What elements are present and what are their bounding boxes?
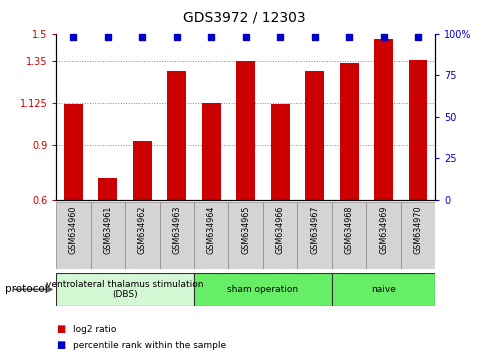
- Text: GDS3972 / 12303: GDS3972 / 12303: [183, 11, 305, 25]
- FancyBboxPatch shape: [56, 202, 90, 269]
- Text: ■: ■: [56, 324, 65, 334]
- FancyBboxPatch shape: [331, 202, 366, 269]
- Text: GSM634962: GSM634962: [138, 205, 146, 254]
- Text: ■: ■: [56, 340, 65, 350]
- Text: GSM634960: GSM634960: [69, 205, 78, 253]
- Text: GSM634961: GSM634961: [103, 205, 112, 253]
- Text: log2 ratio: log2 ratio: [73, 325, 117, 334]
- FancyBboxPatch shape: [56, 273, 194, 306]
- Text: GSM634968: GSM634968: [344, 205, 353, 253]
- Text: percentile rank within the sample: percentile rank within the sample: [73, 341, 226, 350]
- Text: naive: naive: [370, 285, 395, 294]
- Bar: [270, 104, 289, 200]
- Bar: [373, 39, 392, 200]
- FancyBboxPatch shape: [228, 202, 263, 269]
- Bar: [133, 141, 152, 200]
- Text: GSM634967: GSM634967: [309, 205, 319, 254]
- Bar: [167, 70, 186, 200]
- Text: GSM634965: GSM634965: [241, 205, 250, 254]
- Text: GSM634964: GSM634964: [206, 205, 215, 253]
- FancyBboxPatch shape: [194, 202, 228, 269]
- Text: GSM634966: GSM634966: [275, 205, 284, 253]
- FancyBboxPatch shape: [194, 273, 331, 306]
- Bar: [202, 103, 220, 200]
- Bar: [339, 63, 358, 200]
- Text: GSM634970: GSM634970: [413, 205, 422, 254]
- Text: GSM634969: GSM634969: [378, 205, 387, 254]
- FancyBboxPatch shape: [331, 273, 434, 306]
- Text: sham operation: sham operation: [227, 285, 298, 294]
- Bar: [98, 178, 117, 200]
- FancyBboxPatch shape: [125, 202, 159, 269]
- Text: ventrolateral thalamus stimulation
(DBS): ventrolateral thalamus stimulation (DBS): [46, 280, 203, 299]
- Text: GSM634963: GSM634963: [172, 205, 181, 253]
- Bar: [236, 61, 255, 200]
- FancyBboxPatch shape: [159, 202, 194, 269]
- FancyBboxPatch shape: [90, 202, 125, 269]
- FancyBboxPatch shape: [366, 202, 400, 269]
- Bar: [305, 70, 324, 200]
- Text: protocol: protocol: [5, 284, 47, 295]
- FancyBboxPatch shape: [263, 202, 297, 269]
- FancyBboxPatch shape: [297, 202, 331, 269]
- Bar: [407, 59, 427, 200]
- FancyBboxPatch shape: [400, 202, 434, 269]
- Bar: [64, 104, 83, 200]
